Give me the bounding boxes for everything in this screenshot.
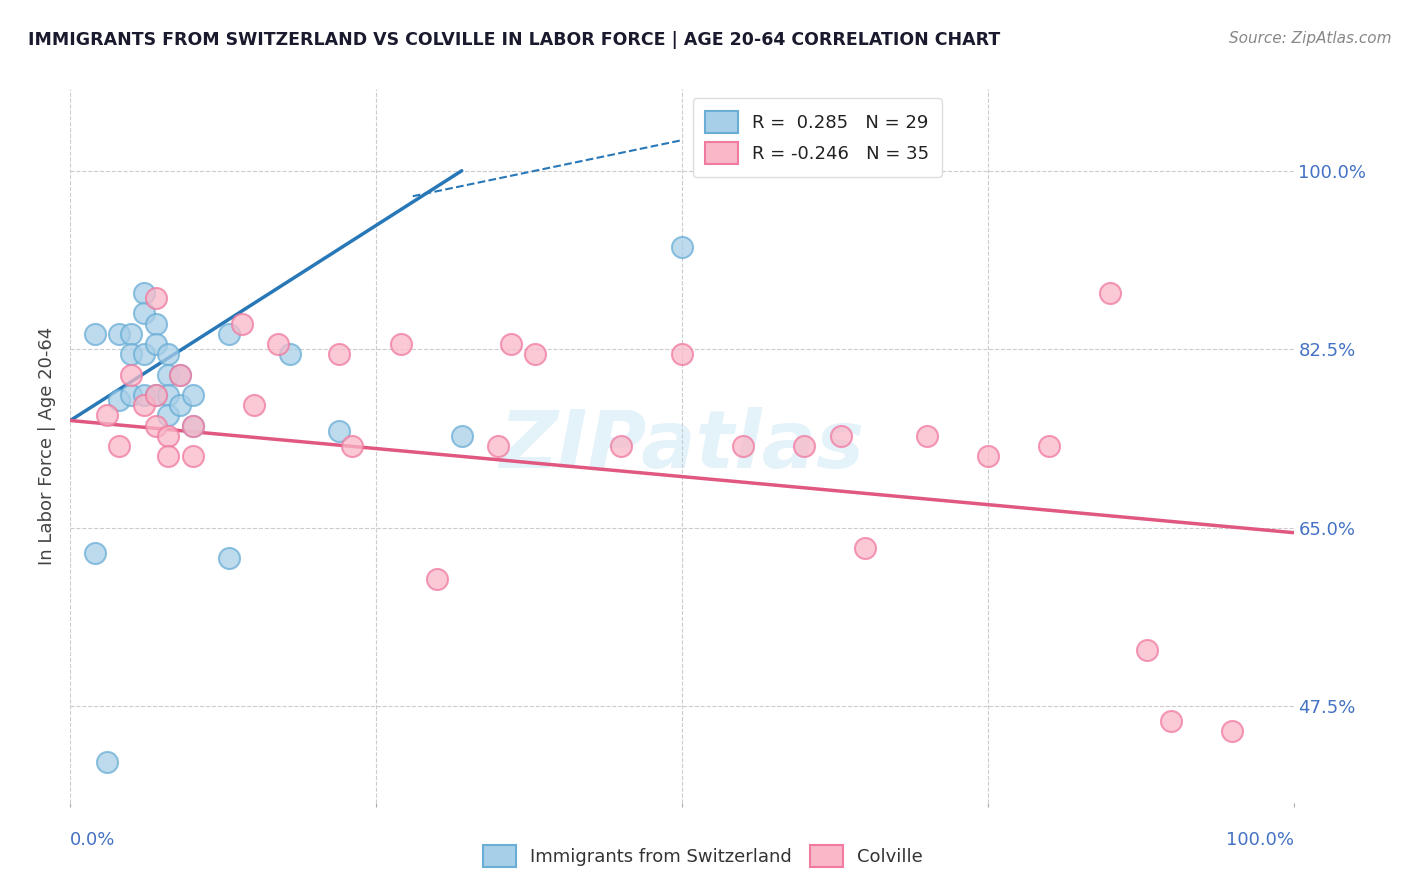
Point: [793, 439, 815, 453]
Point: [108, 393, 131, 408]
Point: [488, 439, 510, 453]
Text: 0.0%: 0.0%: [70, 831, 115, 849]
Text: IMMIGRANTS FROM SWITZERLAND VS COLVILLE IN LABOR FORCE | AGE 20-64 CORRELATION C: IMMIGRANTS FROM SWITZERLAND VS COLVILLE …: [28, 31, 1001, 49]
Point: [671, 240, 693, 254]
Point: [524, 347, 547, 361]
Point: [145, 317, 167, 331]
Y-axis label: In Labor Force | Age 20-64: In Labor Force | Age 20-64: [38, 326, 56, 566]
Point: [267, 337, 290, 351]
Point: [157, 347, 180, 361]
Point: [231, 317, 253, 331]
Text: ZIPatlas: ZIPatlas: [499, 407, 865, 485]
Point: [1160, 714, 1182, 729]
Point: [132, 388, 155, 402]
Point: [121, 326, 143, 341]
Point: [83, 546, 105, 560]
Point: [169, 368, 191, 382]
Point: [132, 286, 155, 301]
Point: [145, 388, 167, 402]
Point: [830, 429, 852, 443]
Point: [243, 398, 266, 412]
Point: [450, 429, 472, 443]
Point: [328, 347, 350, 361]
Point: [181, 418, 204, 433]
Point: [108, 326, 131, 341]
Point: [915, 429, 938, 443]
Point: [157, 429, 180, 443]
Point: [181, 449, 204, 463]
Point: [132, 398, 155, 412]
Point: [610, 439, 633, 453]
Point: [855, 541, 877, 555]
Point: [1038, 439, 1060, 453]
Point: [181, 418, 204, 433]
Legend: Immigrants from Switzerland, Colville: Immigrants from Switzerland, Colville: [477, 838, 929, 874]
Point: [426, 572, 449, 586]
Point: [976, 449, 998, 463]
Point: [218, 326, 240, 341]
Point: [121, 368, 143, 382]
Point: [1220, 724, 1243, 739]
Point: [499, 337, 522, 351]
Point: [1099, 286, 1122, 301]
Text: Source: ZipAtlas.com: Source: ZipAtlas.com: [1229, 31, 1392, 46]
Point: [157, 449, 180, 463]
Point: [132, 347, 155, 361]
Point: [733, 439, 755, 453]
Point: [169, 368, 191, 382]
Legend: R =  0.285   N = 29, R = -0.246   N = 35: R = 0.285 N = 29, R = -0.246 N = 35: [693, 98, 942, 177]
Point: [218, 551, 240, 566]
Point: [96, 755, 118, 769]
Point: [108, 439, 131, 453]
Point: [671, 347, 693, 361]
Point: [132, 306, 155, 320]
Point: [1136, 643, 1159, 657]
Point: [121, 347, 143, 361]
Text: 100.0%: 100.0%: [1226, 831, 1294, 849]
Point: [340, 439, 363, 453]
Point: [96, 409, 118, 423]
Point: [145, 337, 167, 351]
Point: [181, 388, 204, 402]
Point: [157, 409, 180, 423]
Point: [83, 326, 105, 341]
Point: [145, 388, 167, 402]
Point: [328, 424, 350, 438]
Point: [389, 337, 412, 351]
Point: [121, 388, 143, 402]
Point: [145, 291, 167, 305]
Point: [157, 388, 180, 402]
Point: [169, 398, 191, 412]
Point: [280, 347, 302, 361]
Point: [157, 368, 180, 382]
Point: [145, 418, 167, 433]
